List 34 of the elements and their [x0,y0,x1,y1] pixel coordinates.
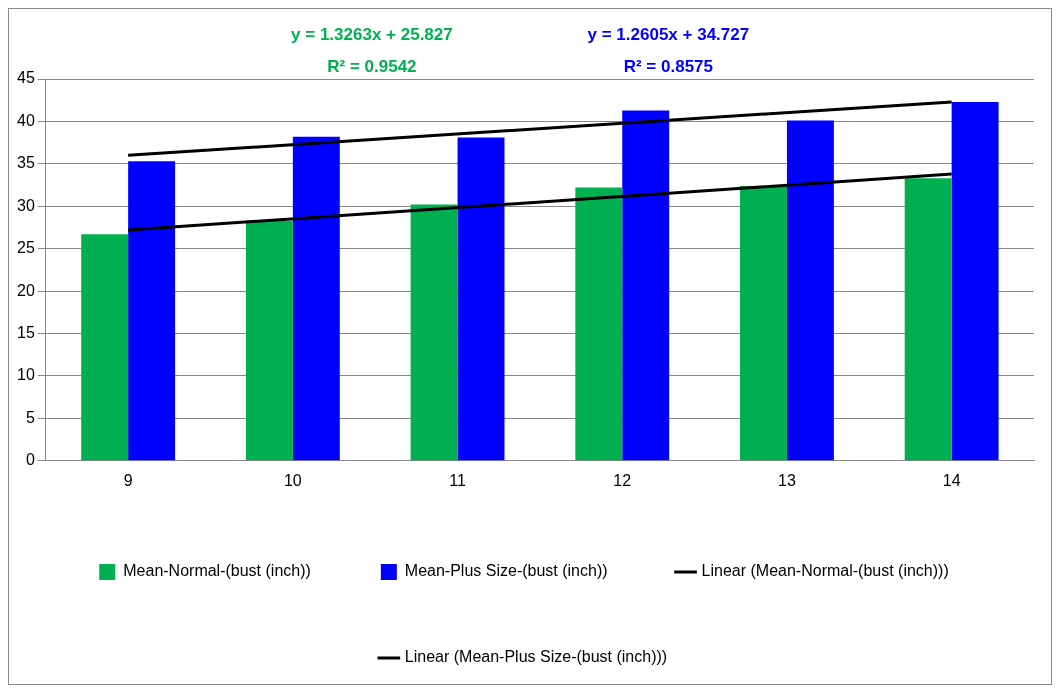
x-tick-label: 12 [613,471,632,489]
y-tick-label: 45 [17,69,35,87]
bar [786,120,834,461]
bar [410,204,458,461]
bar [740,185,787,461]
x-tick-label: 14 [942,471,961,489]
bar [457,137,505,461]
bar [292,136,340,461]
bar [245,220,293,461]
bar [128,161,176,461]
y-tick-label: 5 [25,408,35,426]
legend-label: Mean-Normal-(bust (inch)) [123,562,311,580]
bar [622,110,670,461]
y-tick-label: 30 [17,196,35,214]
text: y = 1.2605x + 34.727 R² = 0.8575 [587,24,750,76]
bar [575,187,623,461]
y-tick-label: 0 [25,451,35,469]
bar [951,101,999,461]
legend-label: Mean-Plus Size-(bust (inch)) [404,562,608,580]
y-tick-label: 40 [17,111,35,129]
y-tick-label: 25 [17,239,35,257]
y-tick-label: 10 [17,366,35,384]
x-tick-label: 10 [283,471,302,489]
legend-label: Linear (Mean-Plus Size-(bust (inch))) [404,648,668,666]
y-tick-label: 15 [17,323,35,341]
x-tick-label: 9 [123,471,133,489]
bar [81,234,129,461]
bar [904,178,952,461]
y-tick-label: 20 [17,281,35,299]
legend-label: Linear (Mean-Normal-(bust (inch))) [701,562,949,580]
text: y = 1.3263x + 25.827 R² = 0.9542 [291,24,453,76]
x-tick-label: 13 [778,471,796,489]
x-tick-label: 11 [449,471,466,489]
y-tick-label: 35 [17,154,35,172]
